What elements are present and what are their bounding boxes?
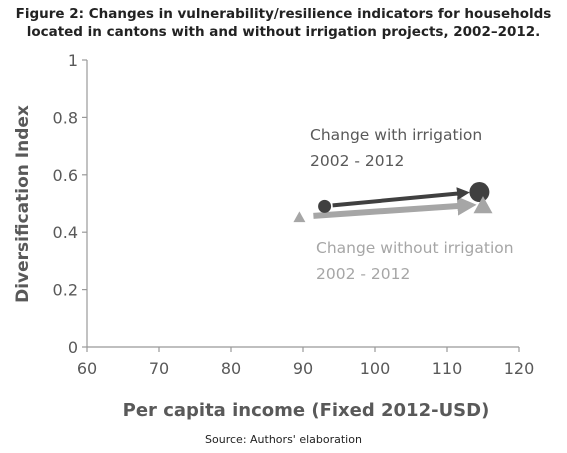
annotation-with-irrigation: Change with irrigation 2002 - 2012 [310,126,482,170]
point-with-irrigation-2002 [318,199,332,213]
change-arrows [313,187,477,219]
point-with-irrigation-2012 [469,182,490,203]
x-tick-label: 80 [221,359,241,378]
annotation-with-line-1: Change with irrigation [310,126,482,144]
point-without-irrigation-2002 [293,211,306,223]
annotation-without-line-2: 2002 - 2012 [316,265,410,283]
arrow-without-irrigation [313,196,477,219]
source-note: Source: Authors' elaboration [205,433,362,446]
x-tick-label: 70 [149,359,169,378]
annotation-with-line-2: 2002 - 2012 [310,152,404,170]
arrow-with-irrigation [332,187,470,208]
figure-title-line-1: Figure 2: Changes in vulnerability/resil… [15,6,552,22]
x-axis-label: Per capita income (Fixed 2012-USD) [123,400,490,421]
y-tick-label: 0.4 [53,223,78,242]
y-axis-label: Diversification Index [13,105,33,303]
point-without-irrigation-2012 [473,196,493,214]
y-tick-label: 0.8 [53,108,78,127]
y-tick-label: 0.6 [53,166,78,185]
annotation-without-irrigation: Change without irrigation 2002 - 2012 [316,239,514,283]
figure-title: Figure 2: Changes in vulnerability/resil… [0,5,567,41]
x-tick-label: 90 [293,359,313,378]
figure-title-line-2: located in cantons with and without irri… [26,24,541,40]
data-markers [293,182,493,223]
x-tick-label: 60 [77,359,97,378]
y-tick-label: 1 [68,51,78,70]
annotation-without-line-1: Change without irrigation [316,239,514,257]
x-tick-label: 110 [432,359,463,378]
x-tick-label: 100 [360,359,391,378]
x-tick-label: 120 [504,359,535,378]
y-axis-ticks: 0 0.2 0.4 0.6 0.8 1 [53,51,87,357]
x-axis-ticks: 60 70 80 90 100 110 120 [77,347,534,378]
y-tick-label: 0 [68,338,78,357]
y-tick-label: 0.2 [53,281,78,300]
